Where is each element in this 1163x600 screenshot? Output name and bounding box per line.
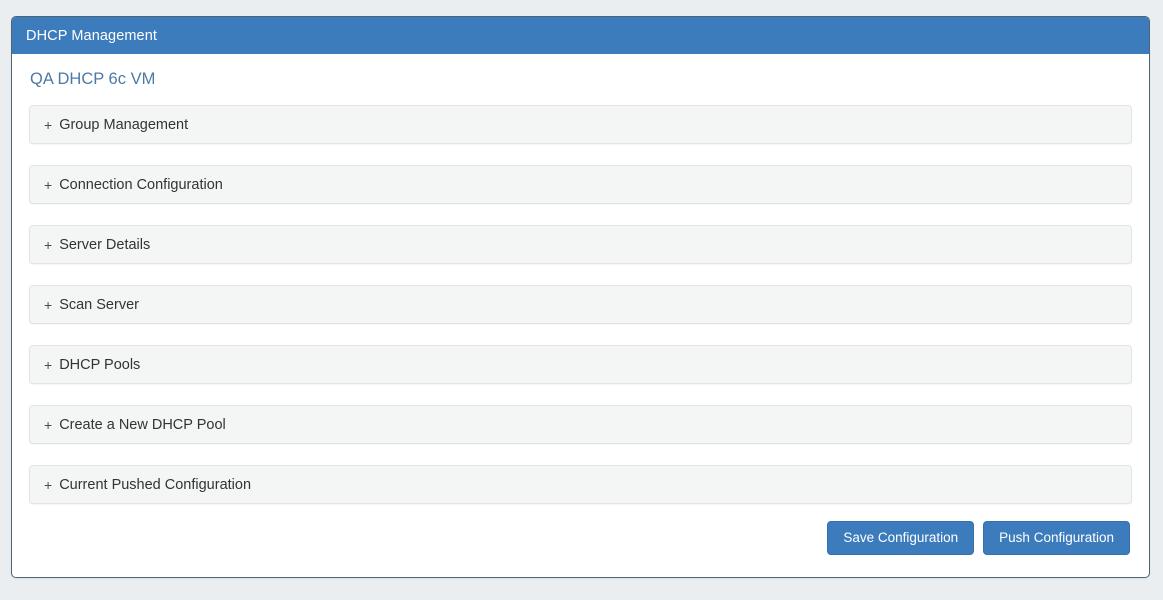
accordion-item-label: Server Details bbox=[59, 236, 151, 253]
expand-plus-icon: + bbox=[44, 296, 53, 313]
accordion-item-scan-server[interactable]: + Scan Server bbox=[29, 285, 1132, 324]
expand-plus-icon: + bbox=[44, 356, 53, 373]
accordion-item-label: Group Management bbox=[59, 116, 189, 133]
dhcp-management-panel: DHCP Management QA DHCP 6c VM + Group Ma… bbox=[11, 16, 1150, 578]
page-title: DHCP Management bbox=[26, 27, 157, 44]
push-configuration-button[interactable]: Push Configuration bbox=[983, 521, 1130, 555]
accordion-item-label: DHCP Pools bbox=[59, 356, 141, 373]
panel-body: QA DHCP 6c VM + Group Management + Conne… bbox=[12, 54, 1149, 555]
accordion-item-server-details[interactable]: + Server Details bbox=[29, 225, 1132, 264]
device-subtitle: QA DHCP 6c VM bbox=[30, 70, 156, 88]
accordion-item-dhcp-pools[interactable]: + DHCP Pools bbox=[29, 345, 1132, 384]
expand-plus-icon: + bbox=[44, 116, 53, 133]
save-configuration-button[interactable]: Save Configuration bbox=[827, 521, 975, 555]
panel-action-buttons: Save Configuration Push Configuration bbox=[29, 521, 1132, 555]
expand-plus-icon: + bbox=[44, 236, 53, 253]
accordion-item-label: Scan Server bbox=[59, 296, 139, 313]
panel-header: DHCP Management bbox=[12, 17, 1149, 54]
accordion-item-label: Connection Configuration bbox=[59, 176, 223, 193]
expand-plus-icon: + bbox=[44, 476, 53, 493]
expand-plus-icon: + bbox=[44, 416, 53, 433]
accordion-item-connection-configuration[interactable]: + Connection Configuration bbox=[29, 165, 1132, 204]
expand-plus-icon: + bbox=[44, 176, 53, 193]
accordion-item-label: Current Pushed Configuration bbox=[59, 476, 252, 493]
accordion-item-create-new-dhcp-pool[interactable]: + Create a New DHCP Pool bbox=[29, 405, 1132, 444]
configuration-accordion: + Group Management + Connection Configur… bbox=[29, 105, 1132, 504]
accordion-item-current-pushed-configuration[interactable]: + Current Pushed Configuration bbox=[29, 465, 1132, 504]
accordion-item-group-management[interactable]: + Group Management bbox=[29, 105, 1132, 144]
accordion-item-label: Create a New DHCP Pool bbox=[59, 416, 226, 433]
